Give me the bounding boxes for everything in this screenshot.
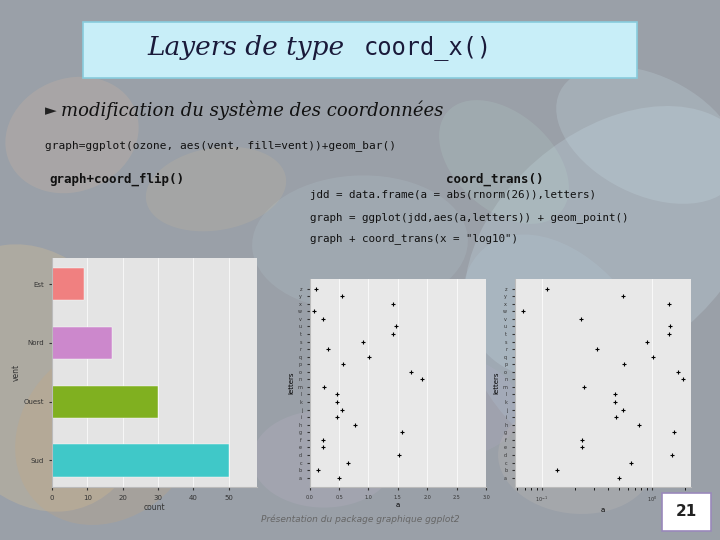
Point [610, 390, 621, 399]
Bar [52, 444, 229, 477]
Point [678, 375, 689, 383]
Ellipse shape [0, 244, 147, 512]
Ellipse shape [498, 404, 654, 514]
X-axis label: a: a [396, 503, 400, 509]
Point [393, 450, 405, 459]
Ellipse shape [15, 339, 201, 525]
Bar [52, 386, 158, 418]
Point [405, 367, 417, 376]
Ellipse shape [557, 66, 720, 204]
Point [318, 435, 329, 444]
Point [318, 382, 330, 391]
Text: ►: ► [45, 103, 56, 118]
FancyBboxPatch shape [662, 493, 711, 531]
Ellipse shape [461, 234, 662, 468]
Point [613, 473, 624, 482]
Text: coord_trans(): coord_trans() [446, 173, 544, 186]
Point [667, 450, 678, 459]
Ellipse shape [252, 176, 468, 310]
Point [578, 382, 590, 391]
Point [397, 428, 408, 436]
Ellipse shape [343, 350, 521, 460]
Point [387, 299, 399, 308]
Y-axis label: vent: vent [12, 364, 21, 381]
Point [310, 284, 322, 293]
Point [337, 360, 348, 369]
Point [663, 299, 675, 308]
Point [333, 473, 345, 482]
Point [390, 322, 402, 330]
Point [663, 329, 675, 338]
FancyBboxPatch shape [83, 22, 637, 78]
Point [342, 458, 354, 467]
Point [642, 337, 653, 346]
Point [577, 443, 588, 451]
Point [308, 307, 320, 315]
Point [317, 314, 328, 323]
Text: Layers de type: Layers de type [148, 35, 353, 60]
Point [331, 397, 343, 406]
Point [364, 353, 375, 361]
Point [672, 367, 684, 376]
Point [387, 329, 398, 338]
Point [416, 375, 428, 383]
Text: graph = ggplot(jdd,aes(a,letters)) + geom_point(): graph = ggplot(jdd,aes(a,letters)) + geo… [310, 212, 628, 222]
Ellipse shape [146, 147, 286, 231]
Point [357, 337, 369, 346]
Point [647, 353, 658, 361]
Text: Présentation du package graphique ggplot2: Présentation du package graphique ggplot… [261, 515, 459, 524]
Ellipse shape [439, 100, 569, 224]
Point [312, 465, 323, 475]
Ellipse shape [252, 410, 396, 508]
Point [517, 307, 528, 315]
Point [668, 428, 680, 436]
Text: graph + coord_trans(x = "log10"): graph + coord_trans(x = "log10") [310, 233, 518, 244]
Point [552, 465, 563, 475]
Point [336, 405, 347, 414]
Point [634, 420, 645, 429]
Point [575, 314, 587, 323]
Text: modification du système des coordonnées: modification du système des coordonnées [61, 101, 444, 120]
Point [618, 360, 630, 369]
Point [331, 413, 343, 421]
Point [336, 292, 347, 300]
Point [609, 397, 621, 406]
Text: coord_x(): coord_x() [364, 35, 492, 60]
X-axis label: a: a [601, 507, 605, 513]
Point [349, 420, 361, 429]
X-axis label: count: count [143, 503, 166, 512]
Point [318, 443, 329, 451]
Point [626, 458, 637, 467]
Point [610, 413, 621, 421]
Y-axis label: letters: letters [288, 372, 294, 394]
Text: jdd = data.frame(a = abs(rnorm(26)),letters): jdd = data.frame(a = abs(rnorm(26)),lett… [310, 191, 595, 200]
Point [617, 292, 629, 300]
Point [617, 405, 629, 414]
Bar [52, 327, 112, 359]
Y-axis label: letters: letters [493, 372, 500, 394]
Text: 21: 21 [675, 504, 697, 519]
Bar [52, 268, 84, 300]
Point [665, 322, 676, 330]
Text: graph+coord_flip(): graph+coord_flip() [49, 173, 184, 186]
Point [323, 345, 334, 354]
Point [577, 435, 588, 444]
Ellipse shape [464, 106, 720, 380]
Point [331, 390, 343, 399]
Ellipse shape [5, 77, 139, 193]
Point [591, 345, 603, 354]
Point [541, 284, 552, 293]
Legend: Est, Nord, Ouest, Sud: Est, Nord, Ouest, Sud [330, 354, 361, 390]
Text: graph=ggplot(ozone, aes(vent, fill=vent))+geom_bar(): graph=ggplot(ozone, aes(vent, fill=vent)… [45, 140, 396, 151]
